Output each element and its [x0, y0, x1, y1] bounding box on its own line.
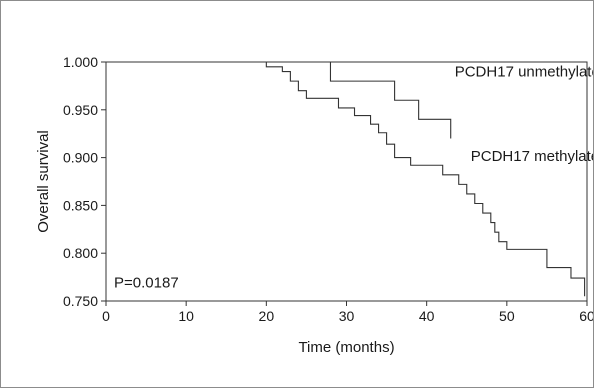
y-tick-label: 0.850	[63, 197, 98, 213]
series-label-unmethylated: PCDH17 unmethylated	[455, 64, 593, 81]
x-axis-ticks: 0 10 20 30 40 50 60	[102, 301, 593, 324]
y-tick-label: 1.000	[63, 54, 98, 70]
y-tick-label: 0.950	[63, 102, 98, 118]
axes	[105, 61, 588, 302]
km-curve-methylated	[106, 61, 586, 297]
y-tick-label: 0.800	[63, 245, 98, 261]
series-label-methylated: PCDH17 methylated	[471, 148, 593, 165]
x-tick-label: 20	[259, 308, 275, 324]
x-tick-label: 30	[339, 308, 355, 324]
series-layer	[106, 61, 586, 297]
x-tick-label: 10	[178, 308, 194, 324]
x-tick-label: 0	[102, 308, 110, 324]
x-tick-label: 50	[499, 308, 515, 324]
x-axis-title: Time (months)	[298, 339, 394, 356]
y-axis-title: Overall survival	[35, 130, 52, 233]
x-tick-label: 60	[579, 308, 593, 324]
plot-border	[105, 61, 588, 302]
x-tick-label: 40	[419, 308, 435, 324]
y-tick-label: 0.900	[63, 150, 98, 166]
p-value-annotation: P=0.0187	[114, 274, 179, 291]
km-curve-unmethylated	[106, 61, 452, 139]
y-tick-label: 0.750	[63, 293, 98, 309]
y-axis-ticks: 0.750 0.800 0.850 0.900 0.950 1.000	[63, 54, 106, 309]
